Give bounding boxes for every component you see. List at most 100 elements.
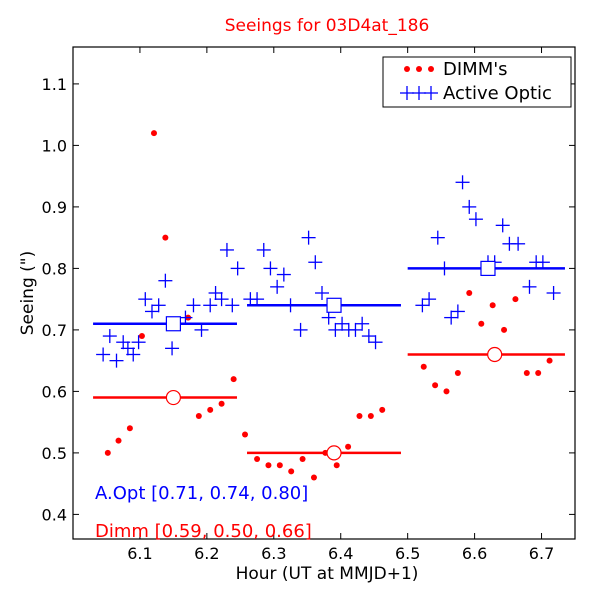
dimm-point — [242, 431, 249, 438]
aopt-point — [203, 298, 218, 313]
y-tick-label: 1.1 — [42, 75, 67, 94]
dimm-point — [345, 443, 352, 450]
plot-frame — [72, 46, 576, 540]
dimm-point — [356, 413, 363, 419]
chart-title: Seeings for 03D4at_186 — [225, 16, 430, 36]
dimm-point — [138, 333, 145, 340]
y-tick-label: 0.8 — [42, 259, 67, 278]
x-tick-label: 6.2 — [194, 544, 219, 563]
aopt-point — [430, 230, 445, 245]
dimm-point — [367, 413, 374, 419]
x-tick-label: 6.6 — [462, 544, 487, 563]
dimm-point — [230, 376, 237, 383]
dimm-point — [195, 413, 202, 419]
dimm-point — [478, 320, 485, 327]
plot-area — [93, 130, 565, 481]
x-tick-label: 6.7 — [529, 544, 554, 563]
aopt-point — [138, 292, 153, 307]
aopt-point — [314, 286, 329, 300]
aopt-mean-marker — [326, 297, 342, 313]
dimm-point — [265, 462, 272, 469]
dimm-point — [333, 462, 340, 469]
aopt-point — [256, 242, 271, 257]
y-tick-label: 0.5 — [42, 444, 67, 463]
dimm-point — [104, 449, 111, 456]
aopt-point — [355, 316, 370, 331]
dimm-point — [489, 302, 496, 309]
dimm-point — [218, 400, 225, 407]
aopt-point — [151, 298, 166, 313]
aopt-point — [328, 322, 343, 337]
aopt-point — [495, 218, 510, 233]
y-axis-title: Seeing (") — [18, 251, 38, 336]
aopt-point — [194, 322, 209, 337]
legend: DIMM's Active Optic — [382, 56, 572, 108]
aopt-point — [102, 329, 117, 344]
y-tick-label: 0.6 — [42, 382, 67, 401]
aopt-point — [321, 310, 336, 325]
aopt-point — [230, 261, 245, 276]
dimm-point — [535, 369, 542, 376]
legend-aopt-marker — [400, 86, 438, 100]
aopt-point — [208, 286, 223, 300]
aopt-point — [263, 261, 278, 276]
dimm-point — [420, 363, 427, 370]
aopt-point — [546, 286, 561, 300]
dimm-point — [288, 468, 295, 475]
y-tick-label: 0.7 — [42, 321, 67, 340]
aopt-point — [444, 310, 459, 325]
axis-ticks: 6.1 6.2 6.3 6.4 6.5 6.6 6.7 0.4 0.5 0.6 0.7 0.8 0.9 1… — [42, 47, 575, 563]
aopt-point — [126, 347, 141, 362]
legend-dimm-label: DIMM's — [443, 59, 508, 80]
aopt-point — [308, 255, 323, 270]
dimm-point — [432, 382, 439, 389]
dimm-point — [466, 290, 473, 296]
dimm-point — [126, 425, 133, 432]
y-tick-label: 0.9 — [42, 198, 67, 217]
dimm-point — [162, 234, 169, 241]
aopt-point — [301, 230, 316, 245]
aopt-point — [293, 322, 308, 337]
aopt-point — [186, 298, 201, 313]
dimm-point — [299, 456, 306, 463]
aopt-point — [450, 304, 465, 319]
aopt-point — [348, 322, 363, 337]
aopt-point — [368, 335, 383, 350]
dimm-point — [546, 357, 553, 364]
aopt-point — [109, 353, 124, 368]
legend-aopt-label: Active Optic — [443, 83, 552, 104]
x-tick-label: 6.4 — [328, 544, 353, 563]
y-tick-label: 1.0 — [42, 136, 67, 155]
dimm-mean-marker — [326, 445, 342, 461]
aopt-point — [219, 242, 234, 257]
dimm-point — [115, 437, 122, 444]
aopt-point — [214, 292, 229, 307]
aopt-point — [335, 316, 350, 331]
aopt-point — [131, 335, 146, 350]
y-tick-label: 0.4 — [42, 505, 67, 524]
dimm-point — [512, 296, 519, 303]
aopt-point — [250, 292, 265, 307]
aopt-point — [462, 199, 477, 214]
aopt-point — [144, 304, 159, 319]
dimm-point — [310, 474, 317, 481]
aopt-point — [522, 279, 537, 294]
aopt-point — [415, 298, 430, 313]
x-tick-label: 6.3 — [261, 544, 286, 563]
x-tick-label: 6.1 — [127, 544, 152, 563]
dimm-point — [379, 406, 386, 413]
aopt-point — [468, 212, 483, 227]
dimm-annotation: Dimm [0.59, 0.50, 0.66] — [95, 521, 312, 542]
aopt-point — [535, 255, 550, 270]
aopt-point — [96, 347, 111, 362]
x-axis-title: Hour (UT at MMJD+1) — [236, 564, 419, 584]
dimm-point — [454, 369, 461, 376]
dimm-point — [207, 406, 214, 413]
aopt-point — [158, 273, 173, 288]
aopt-point — [422, 292, 437, 307]
aopt-point — [455, 175, 470, 190]
dimm-point — [276, 462, 283, 469]
dimm-point — [523, 369, 530, 376]
aopt-point — [276, 267, 291, 282]
